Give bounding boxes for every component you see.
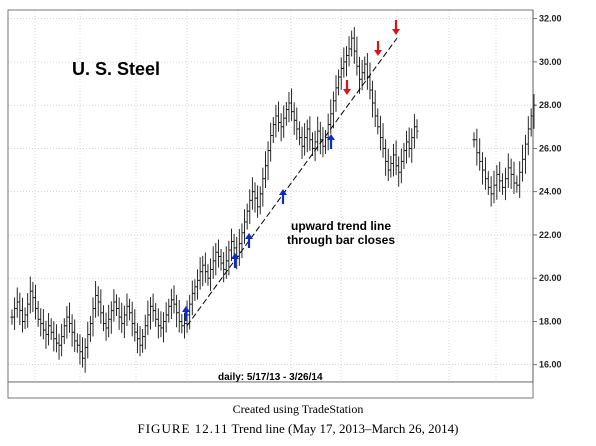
price-bar: [523, 134, 527, 174]
period-note: daily: 5/17/13 - 3/26/14: [218, 372, 323, 383]
time-axis-band: [7, 381, 534, 399]
price-bar: [498, 161, 502, 192]
y-tick-label: 30.00: [539, 57, 562, 67]
price-bar: [501, 173, 505, 195]
signal-arrows: [182, 20, 400, 321]
up-arrow-icon: [279, 189, 287, 204]
figure-caption-text: Trend line (May 17, 2013–March 26, 2014): [231, 421, 459, 436]
price-bar: [492, 170, 496, 204]
price-bar: [475, 128, 479, 166]
chart-title: U. S. Steel: [72, 59, 160, 79]
price-bar: [515, 175, 519, 193]
price-chart: 16.00 18.00 20.00 22.00 24.00 26.00 28.00 30.00…: [7, 9, 562, 399]
down-arrow-icon: [343, 80, 351, 95]
y-tick-label: 20.00: [539, 273, 562, 283]
figure-caption: FIGURE 12.11 Trend line (May 17, 2013–Ma…: [0, 421, 596, 437]
price-bar: [483, 157, 487, 190]
price-bar: [472, 132, 476, 148]
y-tick-label: 32.00: [539, 14, 562, 24]
y-tick-label: 22.00: [539, 230, 562, 240]
down-arrow-icon: [392, 20, 400, 35]
price-bar: [512, 161, 516, 195]
trend-line: [186, 37, 398, 327]
up-arrow-icon: [182, 306, 190, 321]
price-bar: [481, 152, 485, 185]
price-bar: [529, 108, 533, 137]
down-arrow-icon: [374, 41, 382, 56]
up-arrow-icon: [245, 233, 253, 248]
price-bar: [509, 158, 513, 189]
y-tick-label: 24.00: [539, 187, 562, 197]
up-arrow-icon: [327, 134, 335, 149]
y-axis: 16.00 18.00 20.00 22.00 24.00 26.00 28.00 30.00…: [533, 14, 562, 370]
trend-annotation: upward trend line through bar closes: [287, 219, 395, 247]
y-tick-label: 26.00: [539, 143, 562, 153]
price-bar: [521, 144, 525, 182]
price-bar: [478, 138, 482, 171]
price-bars: [10, 27, 536, 373]
up-arrow-icon: [231, 253, 239, 268]
price-bar: [503, 167, 507, 201]
price-bar: [415, 119, 419, 139]
grid: [8, 10, 533, 382]
price-bar: [486, 171, 490, 195]
figure-label: FIGURE 12.11: [137, 421, 229, 436]
y-tick-label: 28.00: [539, 100, 562, 110]
price-bar: [489, 176, 493, 207]
plot-area: [8, 10, 533, 382]
price-bar: [518, 161, 522, 198]
price-bar: [506, 153, 510, 188]
price-bar: [495, 165, 499, 200]
y-tick-label: 18.00: [539, 316, 562, 326]
price-bar: [526, 116, 530, 156]
chart-credit: Created using TradeStation: [232, 402, 364, 416]
y-tick-label: 16.00: [539, 360, 562, 370]
